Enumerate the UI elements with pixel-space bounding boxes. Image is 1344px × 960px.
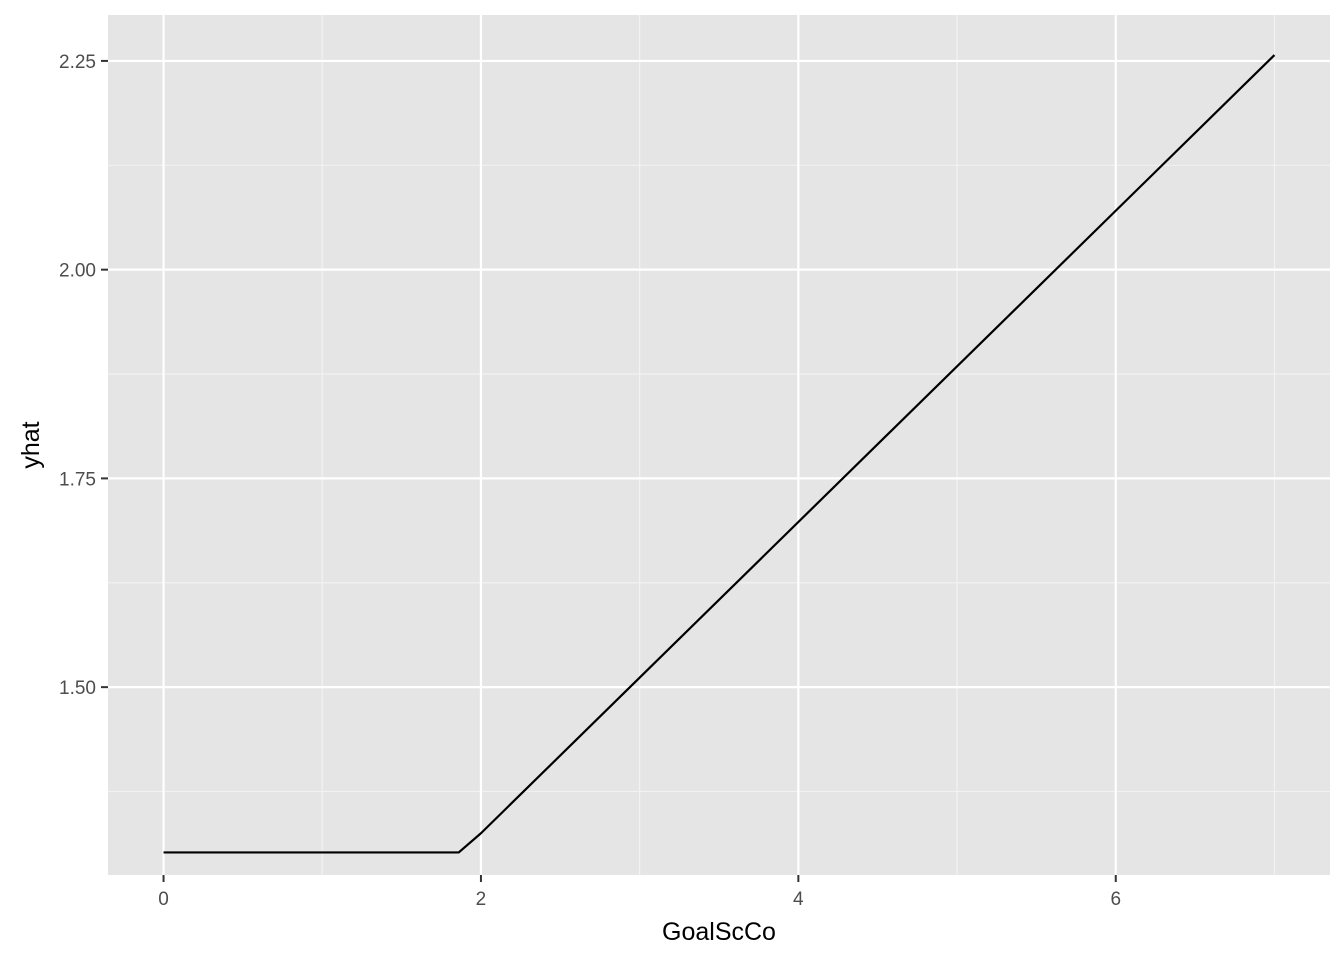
y-axis-title: yhat <box>17 421 45 468</box>
y-tick-label: 2.25 <box>59 52 96 73</box>
x-tick-label: 0 <box>158 889 169 910</box>
x-tick-label: 6 <box>1110 889 1121 910</box>
y-tick-label: 1.75 <box>59 469 96 490</box>
series-layer <box>163 54 1276 854</box>
x-axis-title: GoalScCo <box>662 918 776 946</box>
series-line <box>163 54 1276 854</box>
y-axis: 1.50 1.75 2.00 2.25 <box>59 52 108 699</box>
y-tick-label: 1.50 <box>59 678 96 699</box>
x-tick-label: 2 <box>476 889 487 910</box>
minor-gridlines <box>108 15 1330 875</box>
major-gridlines <box>108 15 1330 875</box>
x-tick-label: 4 <box>793 889 804 910</box>
x-axis: 0 2 4 6 <box>158 875 1121 910</box>
plot-panel <box>108 15 1330 875</box>
y-tick-label: 2.00 <box>59 261 96 282</box>
